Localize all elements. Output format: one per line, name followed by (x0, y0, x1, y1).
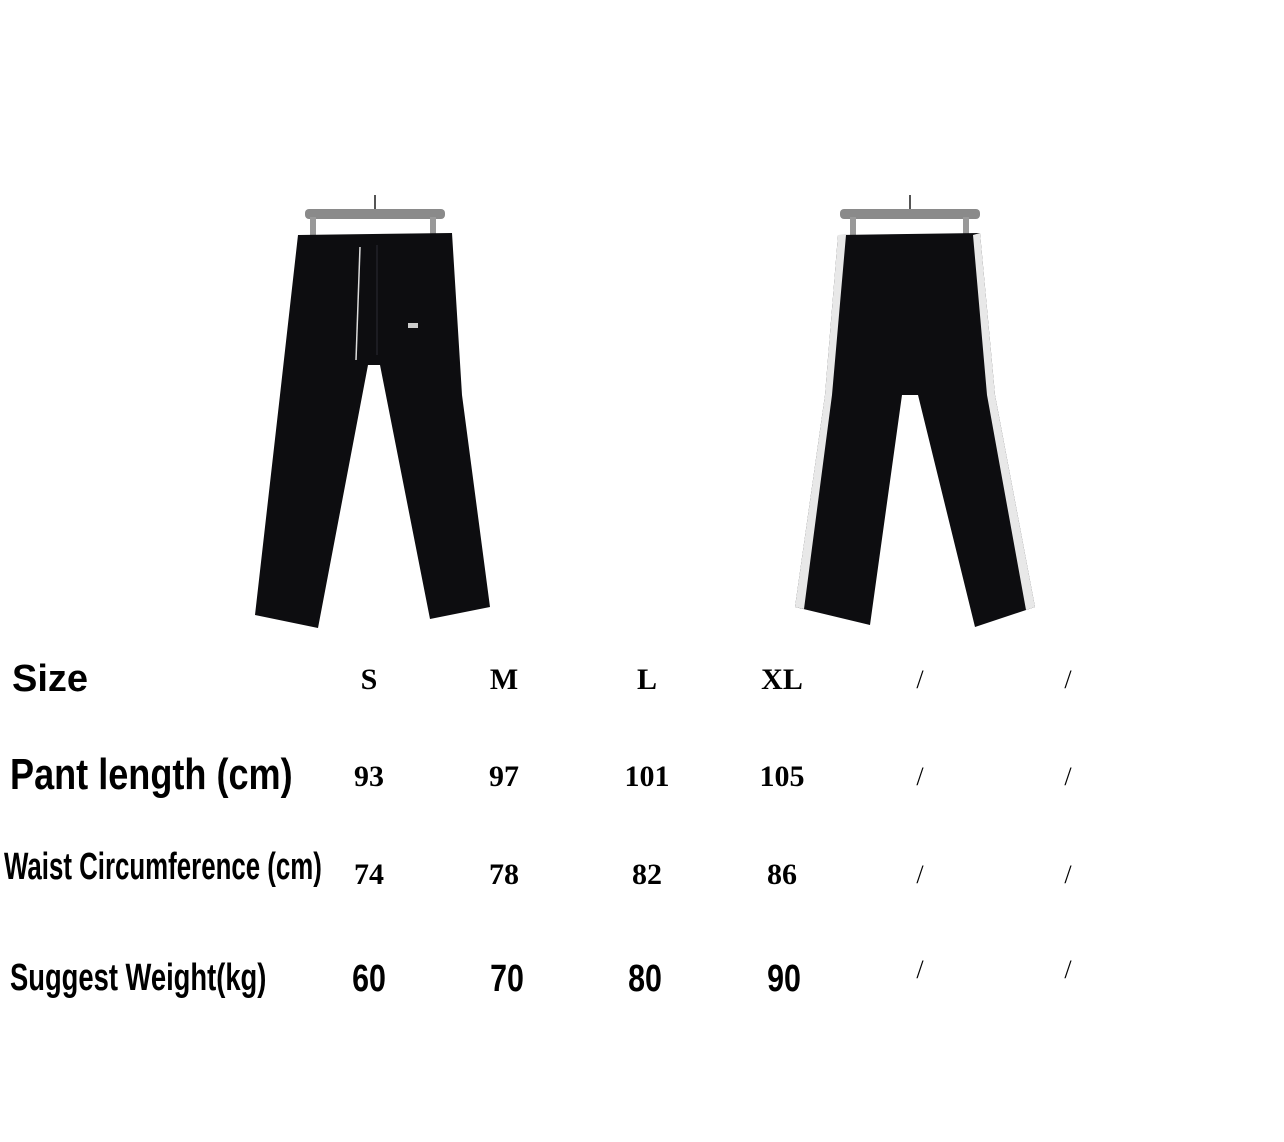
pant-length-l: 101 (624, 760, 670, 793)
hanger-icon (305, 195, 445, 239)
pant-length-m: 97 (489, 760, 519, 793)
weight-m: 70 (490, 958, 524, 1000)
size-header-label: Size (12, 658, 89, 700)
waist-label: Waist Circumference (cm) (4, 846, 322, 888)
weight-xl: 90 (767, 958, 801, 1000)
pant-length-label: Pant length (cm) (10, 750, 293, 799)
waist-m: 78 (489, 858, 519, 891)
waist-empty-1: / (916, 860, 924, 889)
weight-empty-1: / (916, 955, 924, 984)
hanger-icon (840, 195, 980, 239)
pant-length-empty-2: / (1064, 762, 1072, 791)
pant-length-xl: 105 (759, 760, 805, 793)
waist-l: 82 (632, 858, 662, 891)
weight-label: Suggest Weight(kg) (10, 957, 267, 999)
pants-back-photo (795, 195, 1035, 627)
pant-length-empty-1: / (916, 762, 924, 791)
pants-front-photo (255, 195, 490, 628)
pant-length-s: 93 (354, 760, 384, 793)
size-empty-2: / (1064, 665, 1072, 694)
size-empty-1: / (916, 665, 924, 694)
size-s: S (360, 663, 378, 696)
size-xl: XL (761, 663, 803, 696)
waist-empty-2: / (1064, 860, 1072, 889)
weight-empty-2: / (1064, 955, 1072, 984)
size-l: L (636, 663, 657, 696)
waist-xl: 86 (767, 858, 797, 891)
weight-l: 80 (628, 958, 662, 1000)
size-m: M (489, 663, 519, 696)
weight-s: 60 (352, 958, 386, 1000)
waist-s: 74 (354, 858, 384, 891)
